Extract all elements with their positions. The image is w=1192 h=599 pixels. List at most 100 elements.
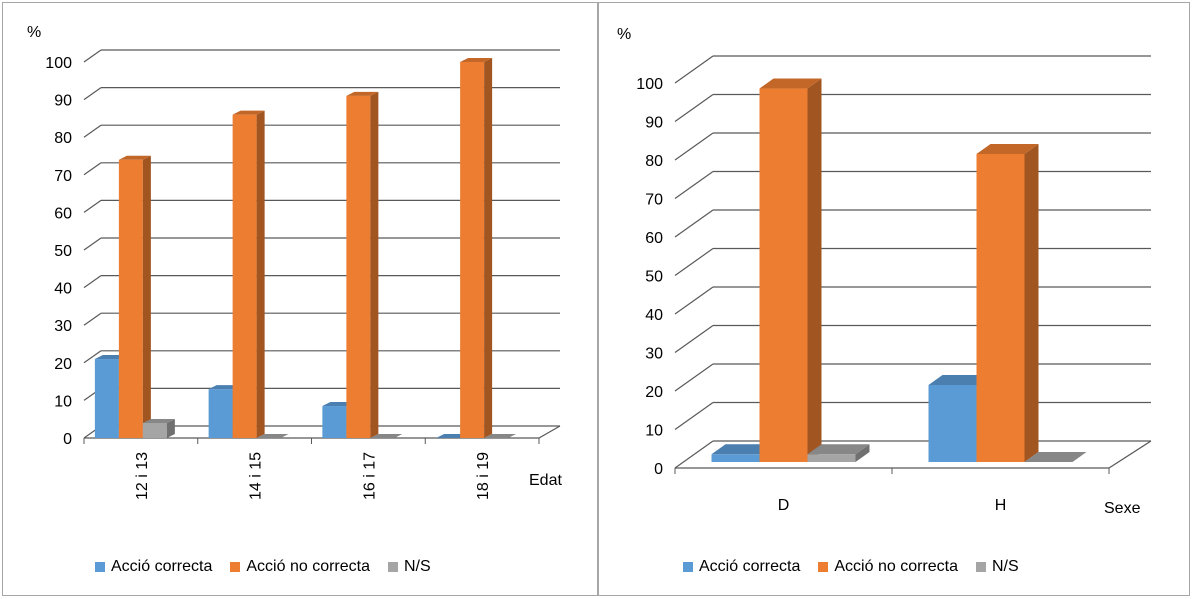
y-tick-label: 80 <box>645 153 663 170</box>
bar-top <box>759 78 822 89</box>
bar-front <box>94 359 119 438</box>
bar-front <box>142 422 167 438</box>
bar-side <box>370 91 379 438</box>
y-axis-label: % <box>617 26 631 43</box>
legend-edat: Acció correcta Acció no correcta N/S <box>95 555 449 579</box>
y-tick-label: 90 <box>645 115 663 132</box>
bar-front <box>322 406 347 438</box>
bar-front <box>232 114 257 438</box>
bar-top <box>807 444 870 455</box>
bar-top <box>256 434 289 438</box>
bar-top <box>484 434 517 438</box>
gridline-depth <box>674 94 714 122</box>
legend-swatch-ns <box>975 562 986 572</box>
bar-front <box>208 389 233 438</box>
legend-label-accio-no-correcta: Acció no correcta <box>834 558 958 575</box>
legend-swatch-accio-correcta <box>683 562 693 572</box>
bar-n-s <box>1024 452 1087 462</box>
bar-side <box>1024 144 1039 462</box>
legend-label-ns: N/S <box>403 558 431 575</box>
legend-item-ns: N/S <box>975 558 1019 576</box>
y-tick-label: 80 <box>54 130 72 147</box>
bar-side <box>166 418 175 438</box>
y-tick-label: 50 <box>645 269 663 286</box>
bar-top <box>928 375 991 385</box>
gridline-depth <box>83 350 102 364</box>
gridline-depth <box>674 209 714 238</box>
bar-n-s <box>370 434 403 438</box>
legend-label-accio-correcta: Acció correcta <box>111 558 213 575</box>
bar-accio-no-correcta <box>976 144 1039 462</box>
legend-item-ns: N/S <box>387 558 431 576</box>
legend-swatch-accio-correcta <box>95 562 105 572</box>
gridline-depth <box>674 440 714 469</box>
y-tick-label: 30 <box>645 346 663 363</box>
legend-item-accio-correcta: Acció correcta <box>683 558 800 576</box>
gridline-depth <box>83 162 102 176</box>
bar-n-s <box>807 444 870 462</box>
gridline-depth <box>83 49 102 63</box>
x-axis-label: Edat <box>529 472 562 489</box>
gridline-depth <box>83 275 102 289</box>
y-tick-label: 10 <box>645 423 663 440</box>
bar-front <box>759 88 808 463</box>
gridline-depth <box>83 237 102 251</box>
gridline-depth <box>674 171 714 199</box>
bar-front <box>807 454 856 462</box>
bar-top <box>346 91 379 96</box>
y-axis-label: % <box>27 24 41 41</box>
gridline-depth <box>83 199 102 213</box>
gridline-depth <box>674 55 714 84</box>
y-tick-label: 10 <box>54 393 72 410</box>
bar-side <box>484 58 493 438</box>
legend-label-accio-correcta: Acció correcta <box>699 558 801 575</box>
gridline-depth <box>674 325 714 353</box>
y-tick-label: 30 <box>54 318 72 335</box>
bar-front <box>118 159 143 438</box>
bar-top <box>711 444 774 455</box>
y-tick-label: 100 <box>45 55 72 72</box>
y-tick-label: 70 <box>54 168 72 185</box>
y-tick-label: 70 <box>645 192 663 209</box>
x-category-label: 16 i 17 <box>361 452 378 500</box>
x-category-label: 12 i 13 <box>134 452 151 500</box>
gridline-depth <box>674 248 714 276</box>
y-tick-label: 50 <box>54 243 72 260</box>
bar-front <box>976 154 1025 462</box>
gridline-depth <box>83 124 102 138</box>
bar-n-s <box>142 418 175 438</box>
y-tick-label: 0 <box>63 431 72 448</box>
x-category-label: D <box>778 497 790 514</box>
gridline-depth <box>83 312 102 326</box>
bar-top <box>370 434 403 438</box>
legend-swatch-ns <box>387 562 398 572</box>
bar-top <box>460 58 493 62</box>
legend-swatch-accio-no-correcta <box>818 562 829 572</box>
bar-accio-no-correcta <box>759 78 822 463</box>
legend-item-accio-no-correcta: Acció no correcta <box>818 558 958 576</box>
bar-side <box>855 444 870 462</box>
y-tick-label: 0 <box>654 461 663 478</box>
y-tick-label: 100 <box>636 76 663 93</box>
y-tick-label: 20 <box>645 384 663 401</box>
bar-accio-no-correcta <box>232 110 265 438</box>
bar-n-s <box>484 434 517 438</box>
legend-label-accio-no-correcta: Acció no correcta <box>246 558 370 575</box>
bar-accio-no-correcta <box>118 155 151 438</box>
bar-side <box>807 78 822 463</box>
bar-front <box>928 385 977 462</box>
x-category-label: 18 i 19 <box>475 452 492 500</box>
y-tick-label: 40 <box>54 281 72 298</box>
chart-panel-sexe: 0 10 20 30 40 50 60 70 80 90 100% D H Sexe Acció corr… <box>598 2 1190 596</box>
bar-front <box>460 62 485 438</box>
x-axis-label: Sexe <box>1104 500 1141 517</box>
legend-swatch-accio-no-correcta <box>230 562 241 572</box>
chart-panel-edat: 0 10 20 30 40 50 60 70 80 90 100% 12 i 13 14 i 15 16 … <box>2 2 598 596</box>
y-tick-label: 90 <box>54 93 72 110</box>
gridline-depth <box>83 87 102 101</box>
bar-accio-no-correcta <box>346 91 379 438</box>
chart-edat: 0 10 20 30 40 50 60 70 80 90 100% 12 i 13 14 i 15 16 … <box>27 24 562 500</box>
bar-top <box>118 155 151 160</box>
gridline-depth <box>674 402 714 430</box>
y-tick-label: 20 <box>54 356 72 373</box>
